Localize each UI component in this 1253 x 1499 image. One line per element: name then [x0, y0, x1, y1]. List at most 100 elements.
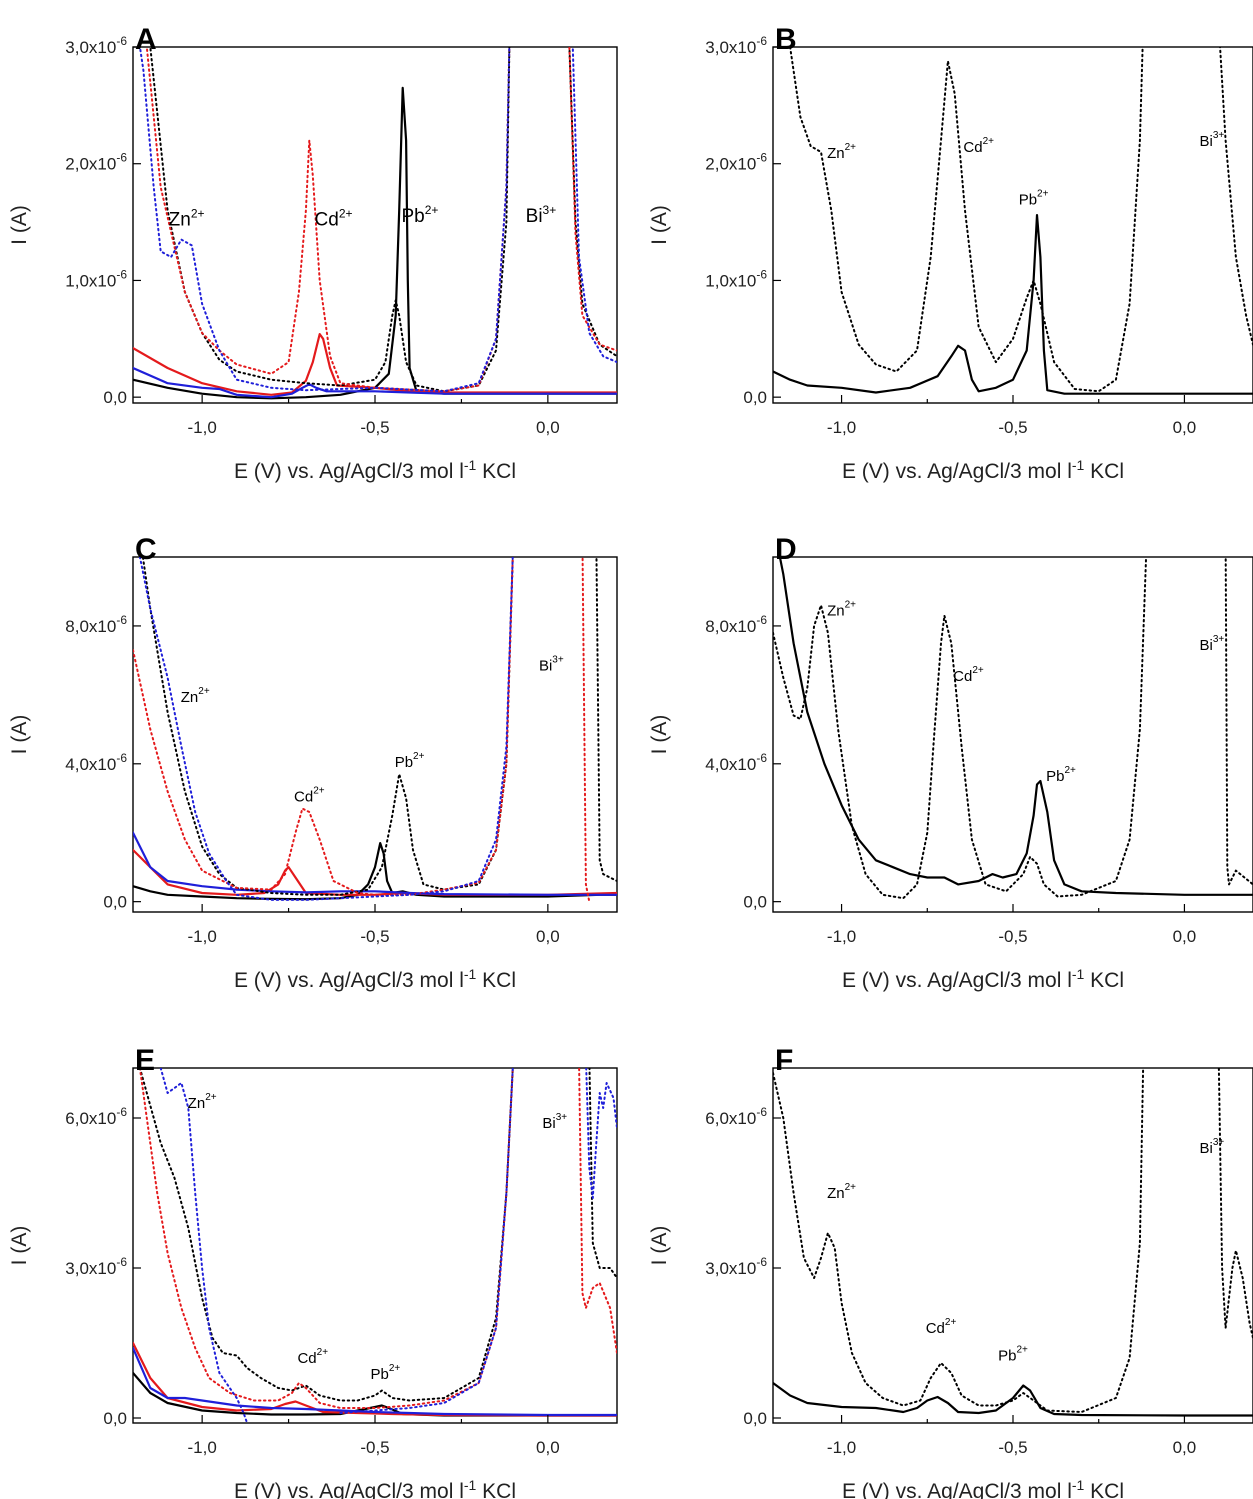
- x-tick-label-e-2: 0,0: [536, 1438, 560, 1457]
- y-tick-label-e-0: 0,0: [103, 1409, 127, 1428]
- y-axis-label-a: I (A): [8, 205, 31, 245]
- panels-group: -1,0 -0,5 0,0 0,0 1,0x10-6 2,0x10-6 3,0x10-6 E …: [8, 23, 1253, 1499]
- series-group-b: [773, 47, 1253, 395]
- peak-label-a-pb: Pb2+: [401, 203, 438, 227]
- peak-label-a-bi: Bi3+: [526, 203, 557, 227]
- peak-label-c-zn: Zn2+: [181, 686, 210, 706]
- x-tick-label-a-1: -0,5: [360, 418, 389, 437]
- x-axis-label-d: E (V) vs. Ag/AgCl/3 mol l-1 KCl: [842, 966, 1124, 992]
- peak-label-e-pb: Pb2+: [370, 1363, 400, 1383]
- peak-label-e-zn: Zn2+: [188, 1092, 217, 1112]
- plot-frame-f: [772, 1067, 1253, 1424]
- series-line-e-3: [138, 1068, 617, 1402]
- x-tick-label-b-1: -0,5: [998, 418, 1027, 437]
- x-tick-label-a-2: 0,0: [536, 418, 560, 437]
- series-line-a-1: [133, 333, 617, 396]
- peak-label-a-zn: Zn2+: [169, 207, 205, 231]
- panel-c: -1,0 -0,5 0,0 0,0 4,0x10-6 8,0x10-6 E (V) vs. …: [8, 533, 618, 992]
- series-line-e-6: [339, 1068, 514, 1414]
- peak-label-d-pb: Pb2+: [1046, 765, 1076, 785]
- series-line-f-1: [773, 1068, 1253, 1413]
- x-tick-label-b-2: 0,0: [1173, 418, 1197, 437]
- x-tick-label-c-1: -0,5: [360, 927, 389, 946]
- y-axis-label-c: I (A): [8, 715, 31, 755]
- x-tick-label-f-0: -1,0: [827, 1438, 856, 1457]
- peak-label-b-zn: Zn2+: [827, 142, 856, 162]
- panel-letter-d: D: [775, 533, 797, 566]
- x-tick-label-f-2: 0,0: [1173, 1438, 1197, 1457]
- plot-frame-a: [132, 46, 618, 404]
- x-axis-label-c: E (V) vs. Ag/AgCl/3 mol l-1 KCl: [234, 966, 516, 992]
- series-line-e-1: [133, 1341, 617, 1417]
- series-line-e-7: [585, 1068, 617, 1199]
- series-group-f: [773, 1068, 1253, 1417]
- y-tick-label-a-3: 3,0x10-6: [65, 34, 127, 57]
- y-tick-label-f-0: 0,0: [743, 1409, 767, 1428]
- peak-label-f-bi: Bi3+: [1199, 1137, 1224, 1157]
- x-tick-label-e-1: -0,5: [360, 1438, 389, 1457]
- peak-label-f-pb: Pb2+: [998, 1345, 1028, 1365]
- peak-label-f-cd: Cd2+: [926, 1317, 957, 1337]
- series-line-a-4: [145, 47, 617, 393]
- peak-label-c-pb: Pb2+: [395, 751, 425, 771]
- panel-letter-f: F: [775, 1044, 793, 1077]
- x-tick-label-f-1: -0,5: [998, 1438, 1027, 1457]
- series-line-a-2: [133, 366, 617, 399]
- x-tick-label-d-2: 0,0: [1173, 927, 1197, 946]
- y-tick-label-f-1: 3,0x10-6: [705, 1255, 767, 1278]
- y-tick-label-c-1: 4,0x10-6: [65, 751, 127, 774]
- peak-label-f-zn: Zn2+: [827, 1182, 856, 1202]
- y-tick-label-b-2: 2,0x10-6: [705, 151, 767, 174]
- series-group-c: [133, 557, 617, 903]
- y-tick-label-a-0: 0,0: [103, 388, 127, 407]
- y-tick-label-a-2: 2,0x10-6: [65, 151, 127, 174]
- x-tick-label-a-0: -1,0: [187, 418, 216, 437]
- x-axis-label-a: E (V) vs. Ag/AgCl/3 mol l-1 KCl: [234, 457, 516, 483]
- peak-label-d-zn: Zn2+: [827, 600, 856, 620]
- panel-d: -1,0 -0,5 0,0 0,0 4,0x10-6 8,0x10-6 E (V) vs. …: [648, 533, 1253, 992]
- x-axis-label-b: E (V) vs. Ag/AgCl/3 mol l-1 KCl: [842, 457, 1124, 483]
- series-line-c-0: [133, 842, 617, 901]
- y-tick-label-c-2: 8,0x10-6: [65, 613, 127, 636]
- peak-label-b-pb: Pb2+: [1019, 189, 1049, 209]
- y-tick-label-d-0: 0,0: [743, 893, 767, 912]
- plot-frame-c: [132, 556, 618, 913]
- series-line-e-2: [133, 1346, 617, 1417]
- panel-b: -1,0 -0,5 0,0 0,0 1,0x10-6 2,0x10-6 3,0x10-6 E …: [648, 23, 1253, 483]
- peak-label-e-cd: Cd2+: [297, 1347, 328, 1367]
- x-tick-label-c-0: -1,0: [187, 927, 216, 946]
- series-line-c-5: [138, 557, 514, 901]
- y-tick-label-f-2: 6,0x10-6: [705, 1105, 767, 1128]
- series-group-d: [773, 557, 1253, 900]
- y-tick-label-b-0: 0,0: [743, 388, 767, 407]
- series-line-a-3: [149, 47, 617, 393]
- peak-label-d-cd: Cd2+: [953, 665, 984, 685]
- y-tick-label-d-2: 8,0x10-6: [705, 613, 767, 636]
- y-axis-label-f: I (A): [648, 1226, 671, 1266]
- peak-label-d-bi: Bi3+: [1199, 634, 1224, 654]
- series-line-e-4: [138, 1068, 617, 1409]
- y-tick-label-a-1: 1,0x10-6: [65, 267, 127, 290]
- peak-label-b-bi: Bi3+: [1199, 130, 1224, 150]
- panel-letter-b: B: [775, 23, 797, 56]
- panel-e: -1,0 -0,5 0,0 0,0 3,0x10-6 6,0x10-6 E (V) vs. …: [8, 1044, 618, 1499]
- panel-f: -1,0 -0,5 0,0 0,0 3,0x10-6 6,0x10-6 E (V) vs. …: [648, 1044, 1253, 1499]
- series-line-c-4: [133, 557, 591, 903]
- series-line-f-0: [773, 1381, 1253, 1417]
- y-axis-label-d: I (A): [648, 715, 671, 755]
- series-line-b-1: [789, 47, 1253, 393]
- series-line-d-1: [773, 557, 1253, 900]
- x-tick-label-c-2: 0,0: [536, 927, 560, 946]
- peak-label-a-cd: Cd2+: [315, 207, 353, 231]
- panel-letter-c: C: [135, 533, 157, 566]
- peak-label-b-cd: Cd2+: [963, 136, 994, 156]
- y-tick-label-b-1: 1,0x10-6: [705, 267, 767, 290]
- y-axis-label-e: I (A): [8, 1226, 31, 1266]
- x-axis-label-e: E (V) vs. Ag/AgCl/3 mol l-1 KCl: [234, 1477, 516, 1499]
- series-line-b-0: [773, 214, 1253, 395]
- panel-a: -1,0 -0,5 0,0 0,0 1,0x10-6 2,0x10-6 3,0x10-6 E …: [8, 23, 618, 483]
- series-line-a-5: [138, 47, 617, 393]
- y-tick-label-b-3: 3,0x10-6: [705, 34, 767, 57]
- series-line-c-2: [133, 831, 617, 896]
- y-tick-label-d-1: 4,0x10-6: [705, 751, 767, 774]
